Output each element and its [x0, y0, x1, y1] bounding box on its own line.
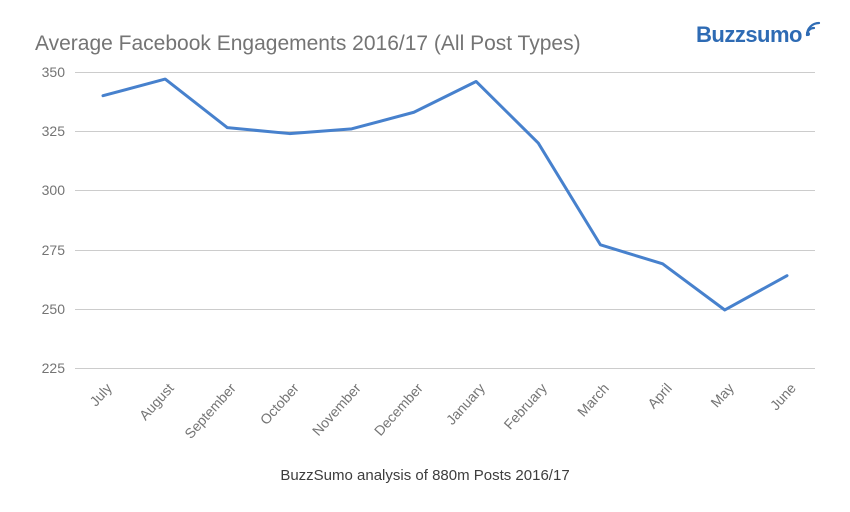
- line-series: [75, 72, 815, 368]
- chart-plot-area: 225250275300325350JulyAugustSeptemberOct…: [75, 72, 815, 368]
- x-axis-tick: May: [707, 380, 737, 410]
- logo-text: Buzzsumo: [696, 22, 802, 48]
- x-axis-tick: July: [86, 380, 115, 409]
- x-axis-tick: December: [371, 380, 426, 439]
- gridline: [75, 368, 815, 369]
- x-axis-tick: November: [308, 380, 363, 439]
- x-axis-tick: June: [767, 380, 799, 413]
- y-axis-tick: 350: [42, 64, 65, 80]
- logo-wave-icon: [804, 18, 822, 44]
- y-axis-tick: 225: [42, 360, 65, 376]
- x-axis-tick: April: [644, 380, 675, 412]
- y-axis-tick: 300: [42, 182, 65, 198]
- chart-caption: BuzzSumo analysis of 880m Posts 2016/17: [0, 467, 850, 484]
- x-axis-tick: March: [574, 380, 612, 420]
- x-axis-tick: September: [182, 380, 240, 442]
- buzzsumo-logo: Buzzsumo: [696, 22, 822, 48]
- y-axis-tick: 275: [42, 242, 65, 258]
- chart-title: Average Facebook Engagements 2016/17 (Al…: [35, 32, 581, 56]
- y-axis-tick: 250: [42, 301, 65, 317]
- x-axis-tick: February: [501, 380, 550, 432]
- x-axis-tick: January: [443, 380, 488, 428]
- x-axis-tick: August: [136, 380, 177, 423]
- y-axis-tick: 325: [42, 123, 65, 139]
- x-axis-tick: October: [256, 380, 301, 428]
